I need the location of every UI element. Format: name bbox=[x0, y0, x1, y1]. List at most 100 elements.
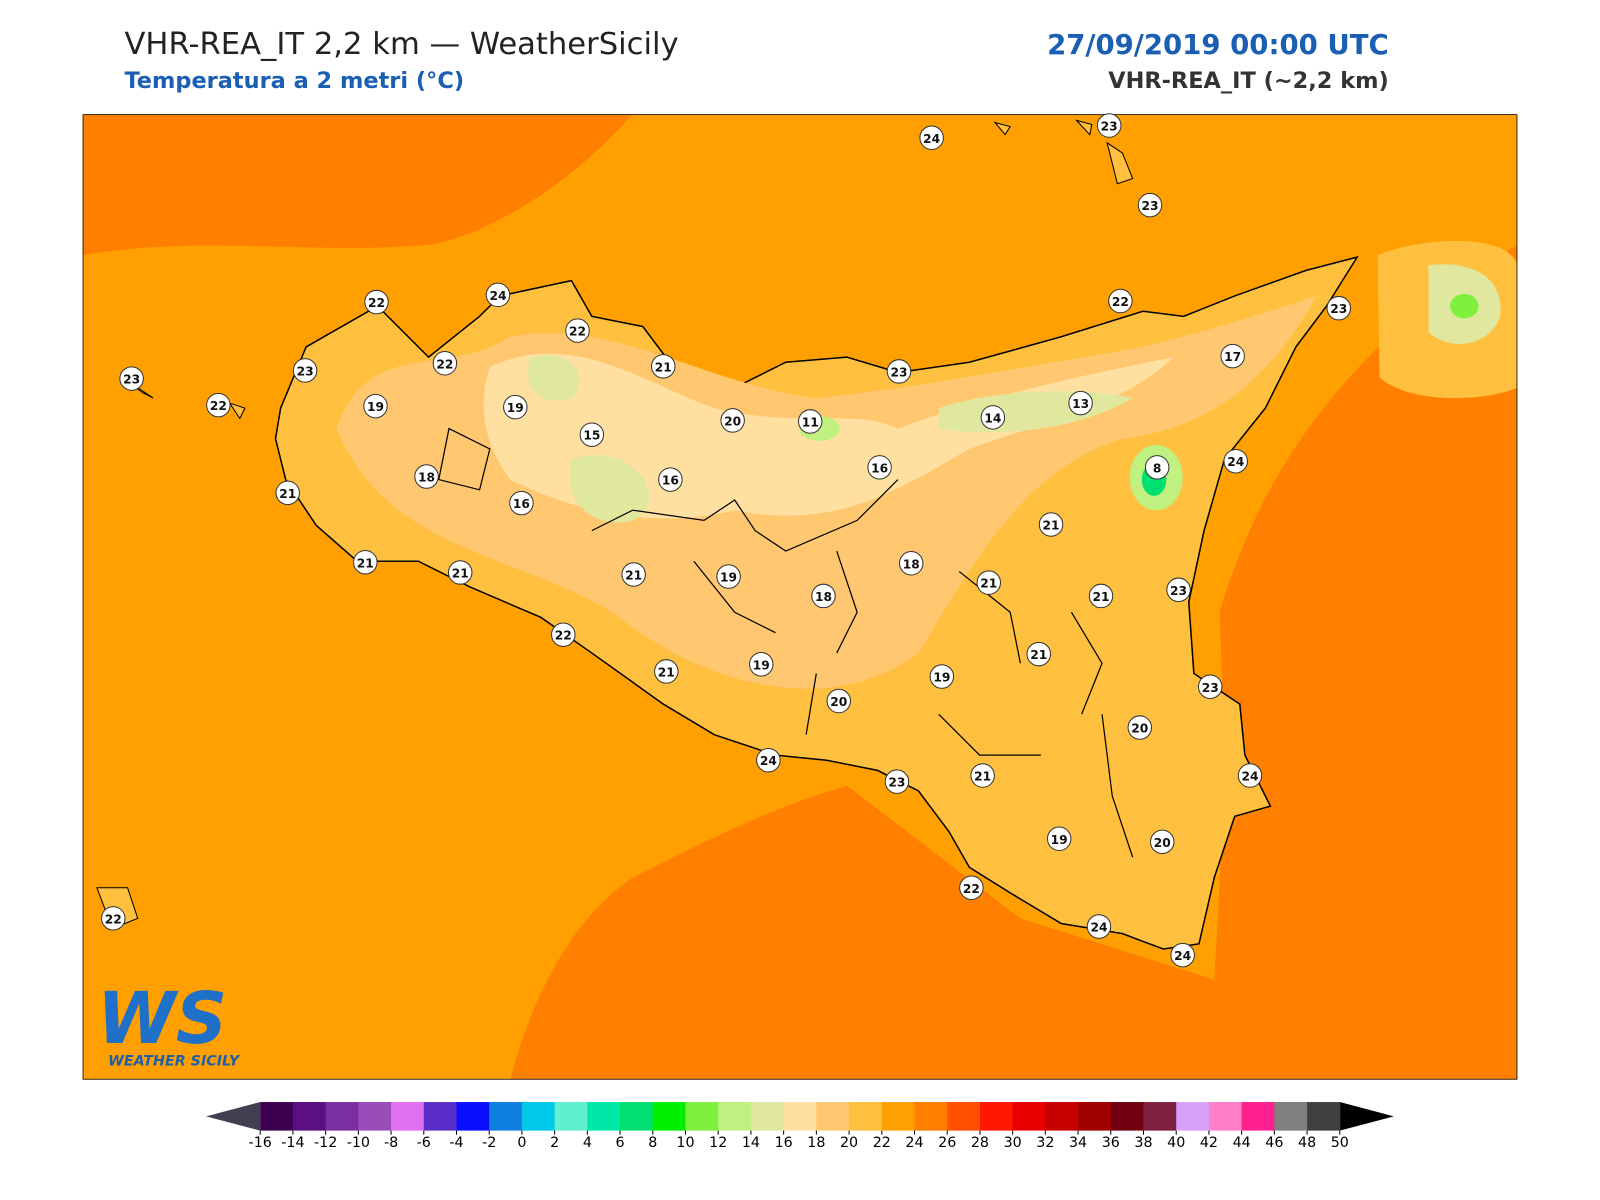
station-value: 19 bbox=[933, 671, 950, 685]
station-marker bbox=[1038, 512, 1064, 537]
station-marker bbox=[447, 560, 473, 585]
station: 19 bbox=[748, 652, 774, 677]
station-value: 22 bbox=[210, 399, 227, 413]
colorbar-swatch bbox=[1143, 1102, 1177, 1131]
station: 22 bbox=[432, 351, 458, 376]
colorbar-swatch bbox=[979, 1102, 1014, 1131]
colorbar-tick-label: 22 bbox=[873, 1135, 891, 1151]
station-marker bbox=[654, 659, 679, 684]
colorbar-tick-label: 46 bbox=[1265, 1135, 1283, 1151]
colorbar-tick-label: 12 bbox=[709, 1135, 727, 1151]
colorbar-swatch bbox=[1078, 1102, 1112, 1131]
station: 18 bbox=[811, 583, 836, 609]
station-value: 20 bbox=[830, 695, 847, 709]
highlands bbox=[527, 355, 1133, 523]
station: 22 bbox=[565, 318, 590, 343]
colorbar-swatch bbox=[1176, 1102, 1210, 1131]
station-value: 21 bbox=[974, 770, 991, 784]
colorbar-swatch bbox=[1012, 1102, 1046, 1131]
logo: WS WEATHER SICILY bbox=[97, 977, 241, 1069]
colorbar-tick-label: -6 bbox=[417, 1135, 431, 1151]
station-marker bbox=[364, 289, 389, 315]
station: 21 bbox=[353, 550, 378, 575]
colorbar-swatch bbox=[750, 1102, 785, 1131]
station-value: 19 bbox=[367, 400, 384, 414]
colorbar-swatch bbox=[783, 1102, 817, 1131]
colorbar-swatch bbox=[554, 1102, 588, 1131]
station-marker bbox=[797, 409, 823, 434]
colorbar-tick-label: 40 bbox=[1167, 1135, 1185, 1151]
station-marker bbox=[432, 351, 458, 376]
station-marker bbox=[292, 358, 318, 383]
station-marker bbox=[565, 318, 590, 343]
station-marker bbox=[1127, 715, 1153, 740]
station-value: 18 bbox=[815, 590, 832, 604]
station-value: 11 bbox=[802, 415, 819, 429]
station: 23 bbox=[1137, 192, 1163, 218]
colorbar-swatch bbox=[947, 1102, 981, 1131]
station-value: 22 bbox=[368, 296, 385, 310]
colorbar-swatch bbox=[260, 1102, 294, 1131]
station-marker bbox=[621, 562, 646, 587]
station-value: 22 bbox=[1112, 295, 1129, 309]
station-value: 21 bbox=[452, 566, 469, 580]
colorbar-swatch bbox=[1110, 1102, 1145, 1131]
station-marker bbox=[811, 583, 836, 609]
station-marker bbox=[720, 408, 745, 433]
colorbar-swatch bbox=[292, 1102, 327, 1131]
colorbar-tick-label: 26 bbox=[938, 1135, 956, 1151]
station-marker bbox=[1026, 641, 1052, 667]
station-value: 22 bbox=[436, 357, 453, 371]
station: 24 bbox=[1086, 914, 1112, 939]
station: 24 bbox=[1170, 942, 1195, 968]
station: 22 bbox=[551, 622, 576, 647]
station: 21 bbox=[621, 562, 646, 587]
station-value: 16 bbox=[871, 461, 888, 475]
station: 21 bbox=[1038, 512, 1064, 537]
stations: 24 23 23 22 24 22 23 22 23 22 21 23 22 23 17 19 19 15 20 11… bbox=[101, 113, 1352, 968]
station: 24 bbox=[919, 125, 944, 150]
colorbar-tick-label: 30 bbox=[1004, 1135, 1022, 1151]
station: 20 bbox=[720, 408, 745, 433]
colorbar-tick-label: 28 bbox=[971, 1135, 989, 1151]
station-marker bbox=[1223, 448, 1248, 474]
station-value: 21 bbox=[1043, 519, 1060, 533]
station-marker bbox=[898, 551, 924, 576]
station-marker bbox=[1046, 826, 1072, 852]
colorbar-over bbox=[1339, 1102, 1394, 1131]
colorbar-tick-label: 44 bbox=[1233, 1135, 1251, 1151]
station-marker bbox=[1166, 577, 1191, 603]
station-marker bbox=[1137, 192, 1163, 218]
station-marker bbox=[363, 393, 388, 419]
station-marker bbox=[919, 125, 944, 150]
station-value: 23 bbox=[1202, 681, 1219, 695]
colorbar-tick-label: 2 bbox=[550, 1135, 559, 1151]
station-value: 14 bbox=[984, 411, 1001, 425]
station-marker bbox=[275, 480, 300, 506]
colorbar-tick-label: 42 bbox=[1200, 1135, 1218, 1151]
station-value: 21 bbox=[625, 569, 642, 583]
station: 22 bbox=[959, 875, 984, 900]
station-value: 21 bbox=[980, 577, 997, 591]
station: 22 bbox=[206, 392, 231, 418]
map: WS WEATHER SICILY bbox=[82, 114, 1518, 1080]
station-value: 24 bbox=[1241, 770, 1258, 784]
station-marker bbox=[1108, 288, 1133, 314]
station: 16 bbox=[509, 490, 534, 516]
colorbar-swatch bbox=[489, 1102, 523, 1131]
colorbar-swatch bbox=[587, 1102, 621, 1131]
colorbar-swatch bbox=[1307, 1102, 1341, 1131]
colorbar-tick-label: -8 bbox=[384, 1135, 398, 1151]
colorbar-swatch bbox=[718, 1102, 752, 1131]
station: 19 bbox=[503, 394, 528, 420]
station: 23 bbox=[1096, 113, 1122, 138]
station-marker bbox=[970, 763, 995, 788]
station: 17 bbox=[1220, 343, 1245, 369]
station-value: 21 bbox=[658, 665, 675, 679]
station-marker bbox=[1170, 942, 1195, 968]
province-borders bbox=[438, 427, 1134, 858]
station: 20 bbox=[826, 688, 852, 714]
colorbar-tick-label: 16 bbox=[775, 1135, 793, 1151]
colorbar-tick-label: 38 bbox=[1134, 1135, 1152, 1151]
